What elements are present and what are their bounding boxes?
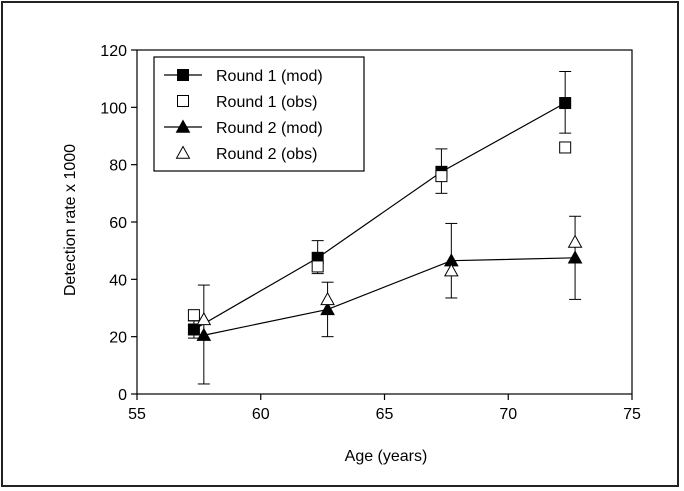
point-round-2-mod	[320, 301, 335, 316]
point-round-1-mod	[559, 97, 572, 110]
legend-item: Round 2 (mod)	[164, 119, 323, 137]
legend-label: Round 2 (mod)	[216, 120, 323, 137]
legend-label: Round 2 (obs)	[216, 146, 317, 163]
y-tick-label: 40	[109, 272, 127, 289]
point-round-2-obs	[320, 291, 335, 306]
x-tick-label: 60	[252, 406, 270, 423]
point-round-2-obs	[567, 234, 583, 248]
y-axis-label: Detection rate x 1000	[62, 144, 79, 296]
point-round-2-mod	[567, 250, 583, 264]
point-round-2-obs	[443, 263, 459, 277]
y-tick-label: 20	[109, 330, 127, 347]
legend-item: Round 2 (obs)	[175, 145, 317, 163]
x-tick-label: 75	[623, 406, 641, 423]
x-tick-label: 70	[499, 406, 517, 423]
legend: Round 1 (mod) Round 1 (obs) Round 2 (mod) R…	[153, 56, 365, 172]
point-round-1-obs	[559, 141, 572, 154]
legend-item: Round 1 (obs)	[177, 94, 317, 111]
series-line-round-2-mod	[203, 257, 576, 336]
legend-label: Round 1 (mod)	[216, 68, 323, 85]
x-axis-label: Age (years)	[345, 448, 428, 465]
point-round-1-obs	[187, 309, 200, 322]
point-round-1-obs	[311, 260, 324, 273]
data-markers	[187, 97, 583, 341]
legend-marker	[175, 145, 191, 159]
y-tick-label: 60	[109, 215, 127, 232]
legend-item: Round 1 (mod)	[164, 68, 323, 85]
y-tick-label: 0	[118, 387, 127, 404]
legend-marker	[177, 69, 189, 81]
point-round-1-mod	[187, 323, 200, 336]
series-line-round-1-mod	[193, 102, 566, 331]
legend-label: Round 1 (obs)	[216, 94, 317, 111]
y-tick-label: 120	[100, 43, 127, 60]
y-tick-label: 80	[109, 158, 127, 175]
point-round-2-obs	[196, 311, 212, 326]
x-tick-label: 65	[376, 406, 394, 423]
legend-marker	[175, 119, 191, 133]
series-lines	[193, 102, 576, 336]
axes: 55 60 65 70 75 0 20 40 60 80 100 120	[100, 43, 641, 423]
legend-marker	[177, 95, 189, 107]
point-round-2-mod	[196, 327, 212, 341]
x-tick-label: 55	[128, 406, 146, 423]
y-tick-label: 100	[100, 100, 127, 117]
point-round-1-obs	[435, 170, 448, 183]
